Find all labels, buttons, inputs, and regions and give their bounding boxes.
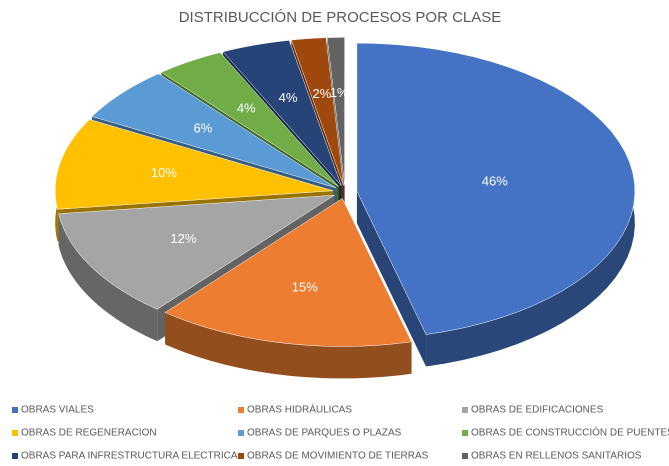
chart-title: DISTRIBUCCIÓN DE PROCESOS POR CLASE [179, 9, 502, 26]
slice-side [356, 191, 427, 367]
data-label: 4% [279, 90, 298, 105]
slice [164, 198, 412, 347]
slice [91, 73, 336, 189]
data-label: 2% [312, 86, 331, 101]
data-label: 1% [330, 85, 349, 100]
data-label: 46% [482, 173, 508, 188]
legend-swatch [12, 430, 18, 436]
slice-side [58, 213, 158, 342]
legend-label: OBRAS PARA INFRESTRUCTURA ELECTRICA [21, 451, 238, 462]
data-label: 15% [292, 279, 318, 294]
slice [326, 37, 345, 186]
legend-swatch [462, 430, 468, 436]
legend-swatch [238, 453, 244, 459]
data-label: 6% [194, 121, 213, 136]
legend-label: OBRAS EN RELLENOS SANITARIOS [471, 451, 642, 462]
legend-label: OBRAS VIALES [21, 405, 94, 416]
slice [58, 194, 335, 310]
legend-label: OBRAS DE REGENERACION [21, 428, 157, 439]
slice-side [165, 312, 412, 379]
legend-label: OBRAS DE PARQUES O PLAZAS [247, 428, 402, 439]
legend-swatch [238, 430, 244, 436]
slice [356, 42, 636, 335]
slice [291, 37, 344, 186]
slice [54, 119, 334, 210]
legend-swatch [238, 407, 244, 413]
legend-swatch [462, 453, 468, 459]
legend-label: OBRAS DE MOVIMIENTO DE TIERRAS [247, 451, 429, 462]
data-label: 10% [151, 165, 177, 180]
legend-label: OBRAS DE CONSTRUCCIÓN DE PUENTES [471, 426, 669, 439]
slice [222, 40, 342, 186]
legend-label: OBRAS HIDRÁULICAS [247, 403, 352, 416]
legend-swatch [12, 453, 18, 459]
slice [160, 52, 339, 187]
legend-swatch [462, 407, 468, 413]
legend-swatch [12, 407, 18, 413]
data-label: 4% [237, 100, 256, 115]
legend-label: OBRAS DE EDIFICACIONES [471, 405, 604, 416]
data-label: 12% [170, 231, 196, 246]
